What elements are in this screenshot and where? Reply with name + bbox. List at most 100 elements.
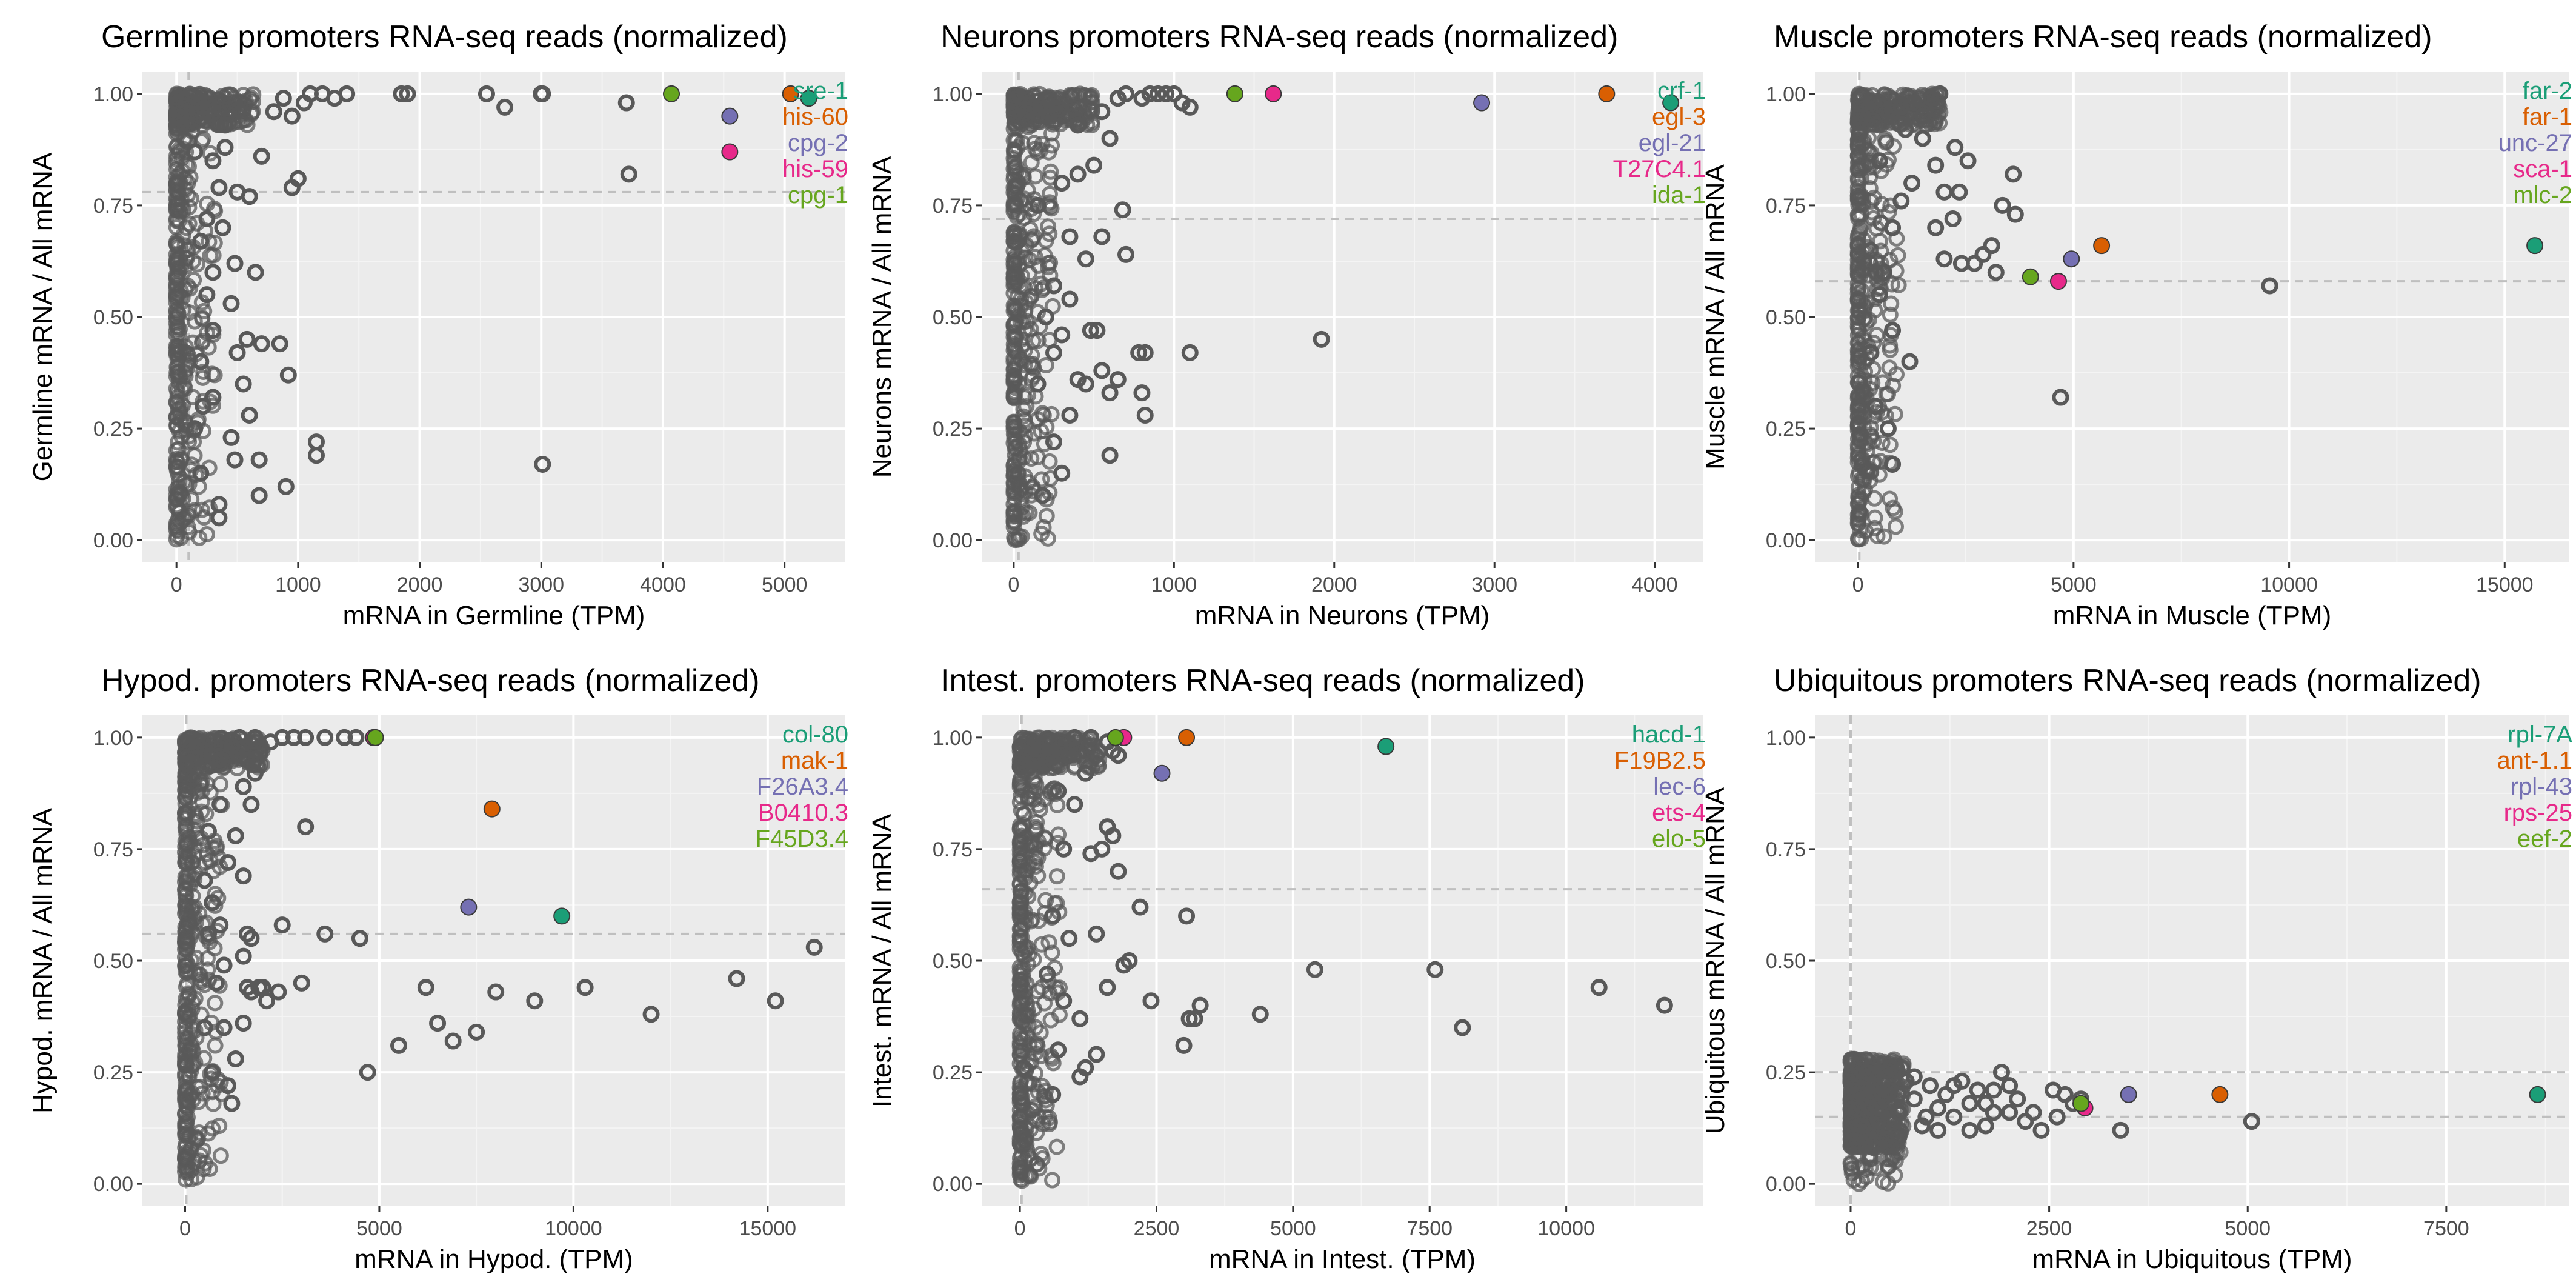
data-point — [199, 776, 216, 793]
data-point — [246, 729, 264, 746]
highlight-point-hacd-1 — [1377, 738, 1395, 755]
highlight-point-sca-1 — [2049, 273, 2067, 290]
y-tick-label: 0.50 — [933, 950, 973, 973]
data-point — [1050, 782, 1067, 800]
data-point — [1044, 1086, 1062, 1103]
data-point — [275, 90, 292, 107]
y-tick-label: 0.25 — [1766, 418, 1806, 441]
data-point — [1009, 172, 1026, 189]
highlight-point-cpg-2 — [721, 107, 739, 125]
data-point — [1133, 90, 1151, 107]
data-point — [1929, 1121, 1947, 1139]
data-point — [1008, 208, 1025, 225]
scatter-points — [1029, 85, 1330, 504]
data-point — [184, 993, 201, 1010]
data-point — [1961, 1095, 1979, 1112]
data-point — [1849, 259, 1866, 276]
data-point — [1843, 1161, 1860, 1178]
data-point — [1011, 742, 1028, 759]
data-point — [1029, 375, 1047, 393]
data-point — [196, 872, 213, 889]
data-point — [201, 233, 218, 250]
data-point — [1862, 344, 1880, 361]
data-point — [1880, 152, 1897, 169]
data-point — [169, 434, 186, 451]
data-point — [307, 447, 325, 464]
gene-label: cpg-2 — [788, 130, 848, 156]
data-point — [1897, 121, 1914, 138]
data-point — [1871, 152, 1888, 170]
highlighted-points — [365, 729, 571, 925]
data-point — [1931, 85, 1949, 102]
highlighted-points — [663, 85, 817, 161]
data-point — [1011, 1010, 1028, 1027]
data-point — [1028, 849, 1045, 866]
data-point — [1881, 359, 1898, 376]
data-point — [1892, 98, 1910, 116]
data-point — [2017, 1113, 2034, 1130]
highlight-point-rpl-7A — [2529, 1086, 2546, 1103]
data-point — [1088, 1046, 1105, 1063]
data-point — [205, 247, 222, 264]
data-point — [1043, 944, 1060, 961]
x-tick-label: 0 — [1008, 573, 1019, 596]
highlight-point-T27C4.1 — [1265, 85, 1282, 102]
data-point — [235, 778, 252, 795]
data-point — [168, 459, 185, 476]
chart-title: Hypod. promoters RNA-seq reads (normaliz… — [101, 663, 760, 698]
data-point — [429, 1015, 447, 1032]
y-tick-label: 0.50 — [93, 306, 133, 329]
x-tick-label: 10000 — [2260, 573, 2318, 596]
x-tick-label: 0 — [1014, 1217, 1026, 1240]
data-point — [1027, 249, 1043, 265]
data-point — [283, 107, 301, 125]
data-point — [1849, 115, 1866, 132]
data-point — [1027, 819, 1044, 836]
gene-label: elo-5 — [1652, 826, 1706, 852]
data-point — [1842, 1155, 1859, 1172]
data-point — [204, 1084, 221, 1101]
y-axis-label: Neurons mRNA / All mRNA — [867, 156, 897, 478]
y-tick-label: 0.00 — [933, 1173, 973, 1196]
data-point — [1025, 360, 1042, 377]
highlight-point-ida-1 — [1226, 85, 1243, 102]
data-point — [235, 1015, 252, 1032]
data-point — [1889, 1086, 1907, 1103]
data-point — [468, 1023, 485, 1041]
data-point — [1852, 521, 1869, 538]
data-point — [1875, 1173, 1892, 1190]
data-point — [221, 96, 238, 113]
gene-label: egl-21 — [1639, 130, 1706, 156]
data-point — [168, 278, 185, 295]
data-point — [1846, 1082, 1863, 1099]
data-point — [170, 501, 187, 518]
data-point — [1018, 398, 1035, 415]
scatter-points — [196, 729, 823, 1112]
data-point — [176, 781, 193, 798]
data-point — [1082, 322, 1099, 339]
data-point — [1062, 87, 1079, 104]
data-point — [1149, 85, 1167, 102]
data-point — [1977, 1117, 1994, 1135]
highlight-point-egl-3 — [1598, 85, 1616, 102]
scatter-points — [1862, 85, 2278, 473]
data-point — [293, 974, 310, 992]
data-point — [199, 925, 217, 943]
data-point — [1869, 1113, 1887, 1130]
data-point — [242, 796, 260, 813]
data-point — [184, 901, 201, 918]
data-point — [1029, 196, 1047, 214]
data-point — [1866, 509, 1883, 526]
data-point — [1136, 344, 1154, 361]
data-point — [179, 1099, 196, 1116]
data-point — [215, 1019, 233, 1036]
data-point — [1006, 225, 1023, 242]
data-point — [1017, 427, 1034, 444]
data-point — [207, 995, 224, 1012]
data-point — [250, 487, 268, 504]
axis-ticks — [976, 93, 1656, 568]
data-point — [1862, 180, 1879, 197]
data-point — [2032, 1121, 2050, 1139]
data-point — [195, 398, 212, 415]
data-point — [1099, 979, 1116, 996]
